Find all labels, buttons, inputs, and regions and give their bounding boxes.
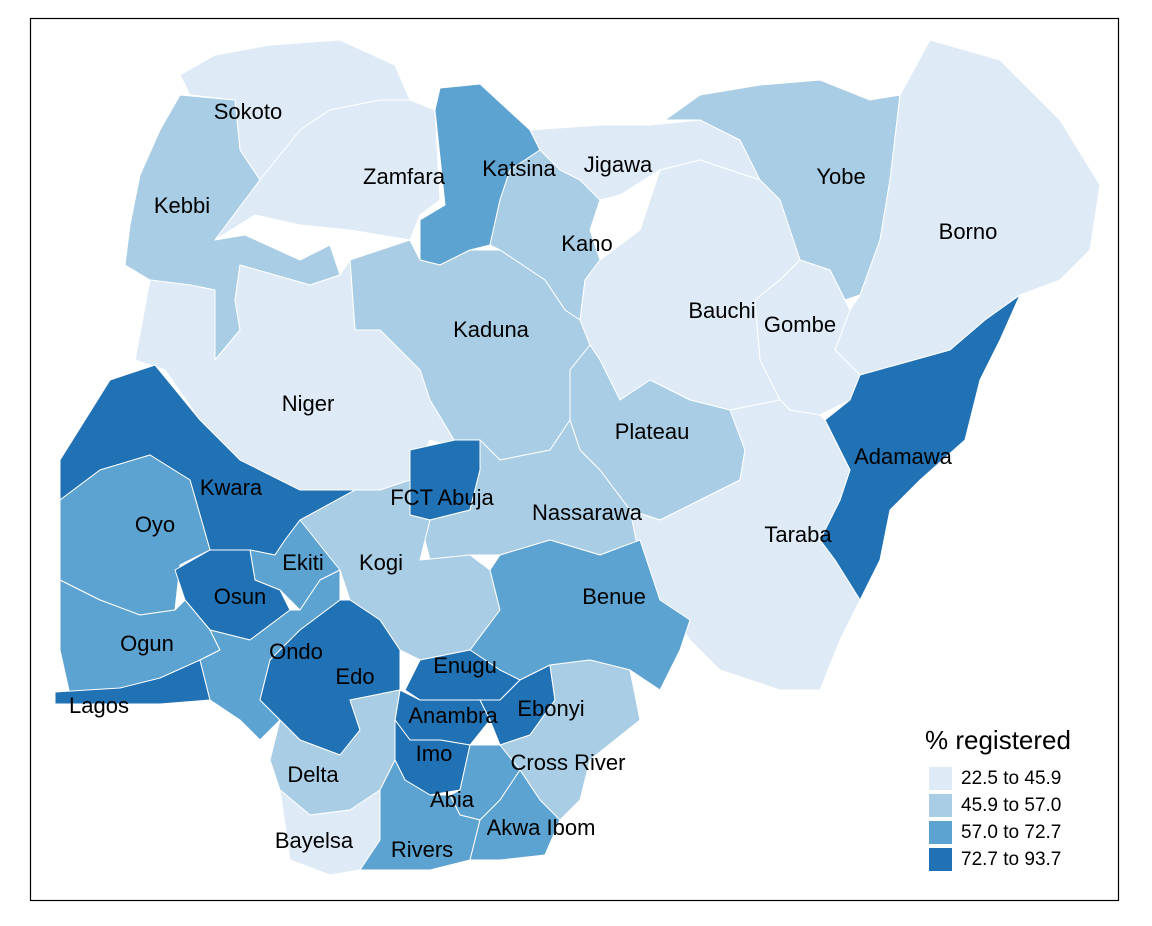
state-label: Kano [561,231,612,256]
state-label: Ogun [120,631,174,656]
legend-label: 57.0 to 72.7 [961,822,1061,843]
state-label: Bayelsa [275,828,354,853]
state-label: Oyo [135,512,175,537]
legend-label: 22.5 to 45.9 [961,768,1061,789]
state-region [629,399,861,691]
state-label: Enugu [433,653,497,678]
state-label: Kogi [359,550,403,575]
state-label: Borno [939,219,998,244]
state-label: Yobe [816,164,865,189]
state-label: Zamfara [363,164,446,189]
state-label: Imo [416,741,453,766]
legend: % registered 22.5 to 45.9 45.9 to 57.0 57.… [925,725,1071,871]
state-label: Kebbi [154,193,210,218]
state-label: Osun [214,584,267,609]
state-region [469,769,561,861]
state-label: Delta [287,762,339,787]
state-label: Lagos [69,693,129,718]
state-region [214,99,441,241]
legend-label: 45.9 to 57.0 [961,795,1061,816]
state-label: Kaduna [453,317,530,342]
state-label: Sokoto [214,99,283,124]
state-label: Rivers [391,837,453,862]
state-label: Gombe [764,312,836,337]
state-label: Katsina [482,156,556,181]
regions [54,39,1101,876]
legend-swatch [929,821,952,844]
state-label: Kwara [200,475,263,500]
state-label: Adamawa [854,444,953,469]
state-label: Akwa Ibom [487,815,596,840]
state-label: Abia [430,787,475,812]
legend-swatch [929,767,952,790]
state-labels: Sokoto Kebbi Zamfara Katsina Jigawa Kano Yobe B… [69,99,997,862]
legend-swatch [929,794,952,817]
state-label: Jigawa [584,152,653,177]
state-label: Nassarawa [532,500,643,525]
state-label: Niger [282,391,335,416]
state-label: Ondo [269,639,323,664]
state-label: Plateau [615,419,690,444]
state-label: Cross River [511,750,626,775]
state-label: Ebonyi [517,696,584,721]
state-label: Anambra [408,703,498,728]
legend-title: % registered [925,725,1071,755]
legend-label: 72.7 to 93.7 [961,849,1061,870]
state-label: Ekiti [282,550,324,575]
legend-swatch [929,848,952,871]
state-label: Taraba [764,522,832,547]
state-label: Edo [335,664,374,689]
state-label: Benue [582,584,646,609]
state-label: FCT Abuja [390,485,494,510]
state-label: Bauchi [688,298,755,323]
